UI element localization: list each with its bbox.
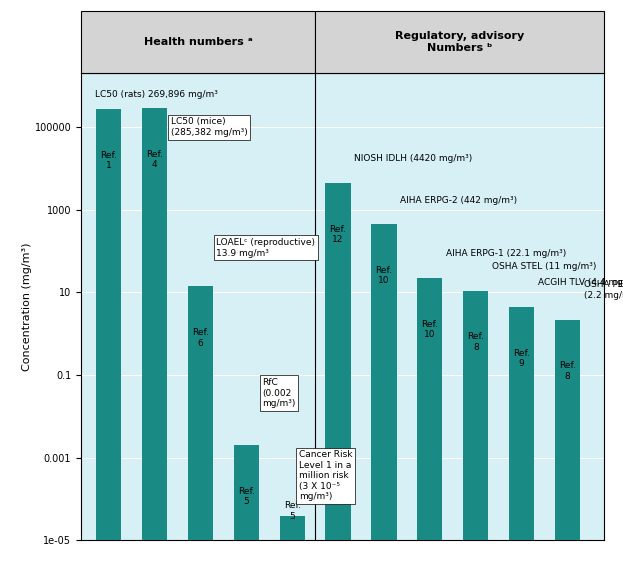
Text: Ref.
5: Ref. 5 bbox=[283, 501, 301, 521]
Text: AIHA ERPG-1 (22.1 mg/m³): AIHA ERPG-1 (22.1 mg/m³) bbox=[446, 249, 566, 258]
Text: Ref.
8: Ref. 8 bbox=[559, 361, 576, 381]
Text: Ref.
8: Ref. 8 bbox=[467, 332, 484, 352]
Text: RfC
(0.002
mg/m³): RfC (0.002 mg/m³) bbox=[262, 378, 296, 408]
Bar bbox=[234, 445, 259, 540]
Text: AIHA ERPG-2 (442 mg/m³): AIHA ERPG-2 (442 mg/m³) bbox=[400, 195, 517, 204]
Text: Ref.
5: Ref. 5 bbox=[238, 487, 255, 506]
Bar bbox=[463, 291, 488, 540]
Bar bbox=[555, 320, 580, 540]
Bar bbox=[142, 108, 167, 540]
Text: Health numbers ᵃ: Health numbers ᵃ bbox=[144, 37, 252, 47]
Bar bbox=[417, 278, 442, 540]
Bar bbox=[371, 224, 397, 540]
Bar bbox=[96, 109, 121, 540]
Text: Ref.
6: Ref. 6 bbox=[192, 328, 209, 347]
Bar bbox=[509, 307, 535, 540]
Bar bbox=[188, 287, 213, 540]
Text: LC50 (rats) 269,896 mg/m³: LC50 (rats) 269,896 mg/m³ bbox=[95, 90, 217, 99]
Bar bbox=[325, 183, 351, 540]
Text: OSHA PEL
(2.2 mg/m³): OSHA PEL (2.2 mg/m³) bbox=[584, 280, 623, 300]
Text: NIOSH IDLH (4420 mg/m³): NIOSH IDLH (4420 mg/m³) bbox=[354, 154, 472, 163]
Text: Ref.
10: Ref. 10 bbox=[421, 320, 439, 339]
Text: Ref.
9: Ref. 9 bbox=[513, 349, 530, 368]
Bar bbox=[280, 516, 305, 540]
Text: Ref.
1: Ref. 1 bbox=[100, 151, 117, 170]
Text: LOAELᶜ (reproductive)
13.9 mg/m³: LOAELᶜ (reproductive) 13.9 mg/m³ bbox=[216, 238, 315, 257]
Y-axis label: Concentration (mg/m³): Concentration (mg/m³) bbox=[22, 243, 32, 371]
Text: Ref.
12: Ref. 12 bbox=[330, 225, 346, 244]
Text: ACGIH TLV (4.4 mg/m³): ACGIH TLV (4.4 mg/m³) bbox=[538, 278, 623, 287]
Text: Cancer Risk
Level 1 in a
million risk
(3 X 10⁻⁵
mg/m³): Cancer Risk Level 1 in a million risk (3… bbox=[299, 450, 353, 501]
Text: OSHA STEL (11 mg/m³): OSHA STEL (11 mg/m³) bbox=[492, 262, 596, 271]
Text: Ref.
4: Ref. 4 bbox=[146, 150, 163, 169]
Text: Ref.
10: Ref. 10 bbox=[376, 266, 392, 285]
Text: Regulatory, advisory
Numbers ᵇ: Regulatory, advisory Numbers ᵇ bbox=[395, 32, 525, 53]
Text: LC50 (mice)
(285,382 mg/m³): LC50 (mice) (285,382 mg/m³) bbox=[171, 117, 247, 137]
